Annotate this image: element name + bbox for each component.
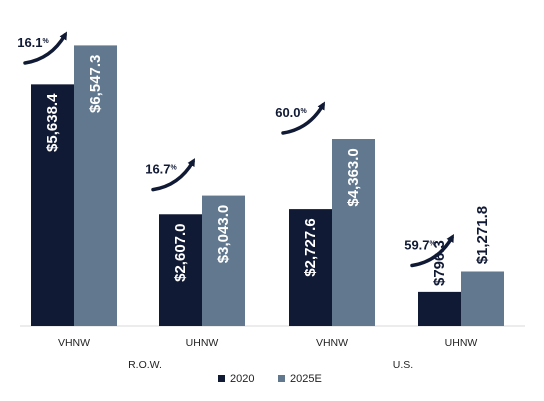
growth-arrow-0	[23, 31, 68, 65]
legend-label-2020: 2020	[230, 373, 254, 385]
growth-label-3: 59.7%	[404, 237, 436, 252]
bar-2020-1	[159, 214, 202, 326]
value-label-2025e-0: $6,547.3	[87, 55, 104, 113]
legend-label-2025e: 2025E	[290, 373, 322, 385]
category-label-1: UHNW	[186, 337, 219, 349]
bar-2020-3	[418, 291, 461, 326]
growth-unit-1: %	[171, 165, 178, 172]
bar-2025e-3	[461, 271, 504, 326]
category-label-3: UHNW	[445, 337, 478, 349]
bar-2020-0	[31, 84, 74, 327]
labels-layer: $5,638.4 $6,547.3 VHNW 16.1% $2,607.0 $3,043.…	[17, 31, 491, 371]
growth-arrow-3	[410, 234, 455, 268]
legend-swatch-2025e	[278, 375, 285, 382]
bar-2020-2	[289, 209, 332, 326]
group-label-0: R.O.W.	[128, 359, 162, 371]
growth-label-2: 60.0%	[275, 105, 307, 120]
value-label-2020-1: $2,607.0	[172, 223, 189, 281]
value-label-2020-0: $5,638.4	[44, 93, 61, 152]
value-label-2020-3: $796.3	[431, 240, 448, 286]
category-label-2: VHNW	[316, 337, 348, 349]
value-label-2025e-2: $4,363.0	[345, 148, 362, 206]
legend-swatch-2020	[218, 375, 225, 382]
growth-unit-0: %	[43, 38, 50, 45]
growth-label-1: 16.7%	[145, 162, 177, 177]
bar-2025e-1	[202, 195, 245, 326]
value-label-2025e-1: $3,043.0	[215, 205, 232, 263]
legend: 2020 2025E	[218, 373, 322, 385]
value-label-2025e-3: $1,271.8	[474, 206, 491, 264]
bar-2025e-0	[74, 45, 117, 326]
growth-unit-2: %	[301, 108, 308, 115]
group-label-1: U.S.	[393, 359, 413, 371]
bars-layer	[31, 45, 504, 327]
growth-label-0: 16.1%	[17, 35, 49, 50]
growth-arrow-1	[151, 158, 196, 192]
category-label-0: VHNW	[58, 337, 90, 349]
value-label-2020-2: $2,727.6	[302, 218, 319, 276]
growth-arrow-2	[281, 101, 326, 135]
growth-unit-3: %	[430, 240, 437, 247]
bar-2025e-2	[332, 139, 375, 326]
